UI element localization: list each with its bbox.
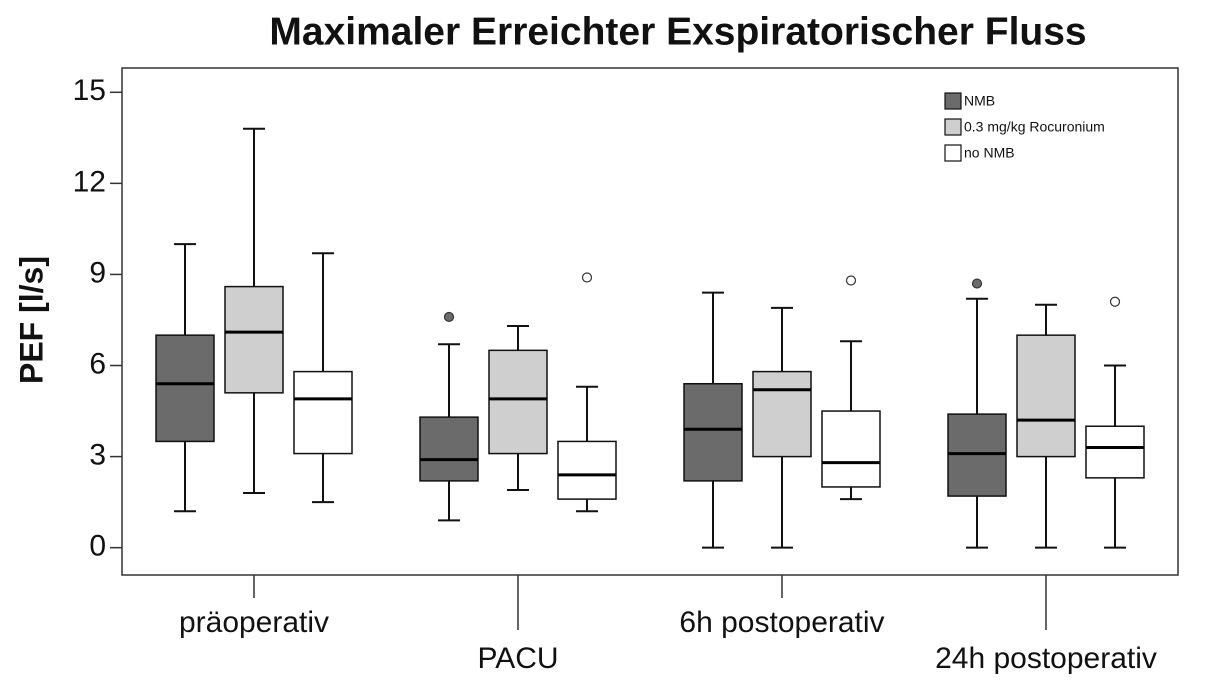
x-tick-label: PACU [477, 642, 558, 675]
outlier [443, 311, 455, 323]
chart-title: Maximaler Erreichter Exspiratorischer Fl… [269, 10, 1086, 53]
y-tick-label: 0 [89, 530, 106, 563]
y-axis-label: PEF [l/s] [13, 256, 49, 384]
legend-label: 0.3 mg/kg Rocuronium [964, 119, 1105, 135]
box [947, 413, 1007, 497]
legend-swatch [944, 144, 962, 162]
box [752, 370, 812, 458]
box [1016, 334, 1076, 458]
plot-frame [121, 67, 1179, 576]
y-tick-label: 12 [73, 165, 106, 198]
y-tick-label: 6 [89, 347, 106, 380]
box [683, 382, 743, 482]
box [821, 410, 881, 488]
box [1085, 425, 1145, 479]
box [488, 349, 548, 455]
y-tick-label: 9 [89, 256, 106, 289]
outlier [581, 272, 593, 283]
y-tick-label: 3 [89, 439, 106, 472]
x-tick-label: präoperativ [179, 606, 329, 639]
legend-swatch [944, 92, 962, 110]
legend-swatch [944, 118, 962, 136]
x-tick-label: 24h postoperativ [935, 642, 1157, 675]
box [224, 285, 284, 394]
outlier [971, 278, 983, 289]
outlier [845, 275, 857, 286]
outlier [1109, 296, 1121, 307]
legend-label: no NMB [964, 145, 1015, 161]
box [293, 370, 353, 455]
legend-label: NMB [964, 93, 995, 109]
box [155, 334, 215, 443]
box [557, 440, 617, 500]
box [419, 416, 479, 482]
y-tick-label: 15 [73, 74, 106, 107]
x-tick-label: 6h postoperativ [679, 606, 884, 639]
